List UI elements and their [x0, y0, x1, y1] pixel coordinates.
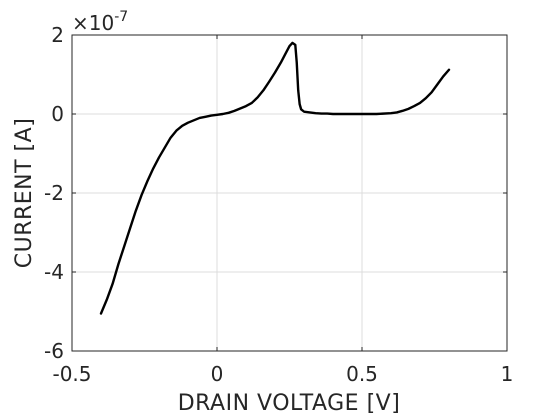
x-tick-label: 1 — [501, 362, 514, 386]
y-tick-label: -6 — [44, 339, 64, 363]
series-line — [99, 41, 451, 315]
y-tick-label: 2 — [51, 23, 64, 47]
y-scale-exponent-base: ×10 — [72, 11, 114, 35]
y-scale-exponent-label: ×10-7 — [72, 9, 128, 35]
y-tick-label: 0 — [51, 102, 64, 126]
x-axis-label: DRAIN VOLTAGE [V] — [178, 391, 401, 416]
y-tick-label: -4 — [44, 260, 64, 284]
x-tick-labels: -0.5 0 0.5 1 — [52, 362, 513, 386]
x-tick-label: -0.5 — [52, 362, 91, 386]
series-group — [99, 41, 451, 315]
ticks — [71, 34, 508, 352]
x-tick-label: 0.5 — [346, 362, 378, 386]
x-tick-label: 0 — [211, 362, 224, 386]
y-axis-label: CURRENT [A] — [12, 118, 37, 269]
y-tick-labels: -6 -4 -2 0 2 — [44, 23, 64, 363]
y-scale-exponent-power: -7 — [114, 9, 128, 25]
y-tick-label: -2 — [44, 181, 64, 205]
